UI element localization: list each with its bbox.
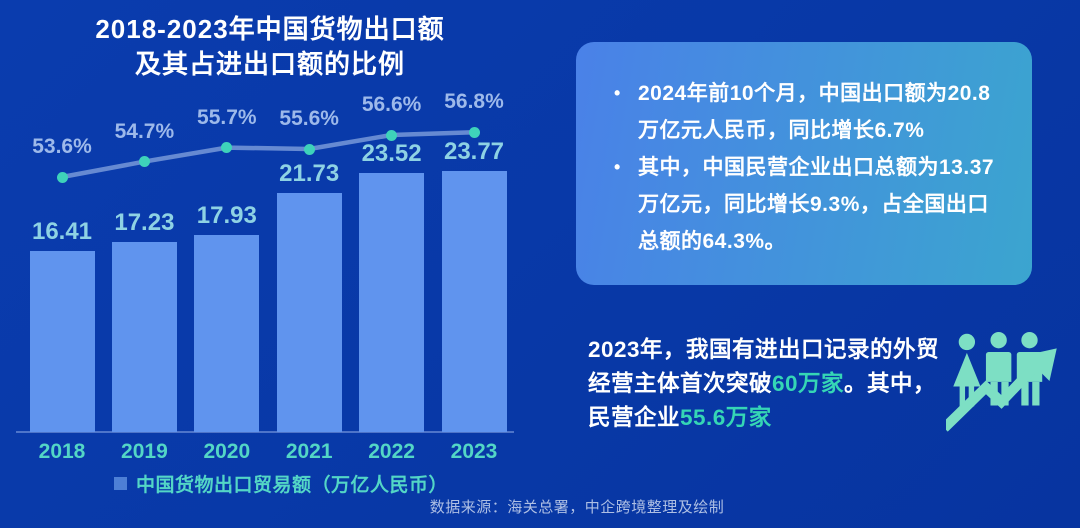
bar-value-label-2021: 21.73: [279, 159, 340, 187]
bar-value-label-2020: 17.93: [196, 201, 257, 229]
ratio-line: [59, 129, 477, 180]
highlight-text-block: 2023年，我国有进出口记录的外贸 经营主体首次突破60万家。其中， 民营企业55.…: [588, 333, 958, 435]
legend-square-marker: [114, 477, 127, 490]
highlight-line-1: 2023年，我国有进出口记录的外贸: [588, 333, 958, 367]
highlight-text: 。其中，: [844, 371, 937, 396]
ratio-label-2020: 55.7%: [197, 105, 257, 129]
line-point-2023: [468, 126, 480, 138]
ratio-label-2023: 56.8%: [444, 90, 504, 114]
highlight-stat: 55.6万家: [680, 405, 772, 430]
bar-value-label-2018: 16.41: [31, 218, 93, 246]
highlight-stat: 60万家: [772, 371, 845, 396]
highlight-text: 民营企业: [588, 405, 681, 430]
legend-label: 中国货物出口贸易额（万亿人民币）: [136, 475, 449, 496]
highlight-line-3: 民营企业55.6万家: [588, 401, 958, 435]
x-tick-2018: 2018: [38, 440, 86, 463]
ratio-label-2018: 53.6%: [32, 135, 92, 158]
highlight-text: 2023年，我国有进出口记录的外贸: [588, 337, 940, 362]
bar-2018: [29, 251, 95, 432]
line-point-2019: [138, 156, 150, 168]
bar-2023: [441, 170, 507, 432]
bar-2021: [276, 192, 342, 432]
x-axis-line: [16, 431, 514, 433]
chart-section: 2018-2023年中国货物出口额 及其占进出口额的比例 16.41 53.6% 2…: [0, 12, 540, 497]
ratio-label-2021: 55.6%: [279, 107, 339, 130]
highlight-line-2: 经营主体首次突破60万家。其中，: [588, 367, 958, 401]
chart-title: 2018-2023年中国货物出口额 及其占进出口额的比例: [0, 12, 540, 82]
chart-title-line2: 及其占进出口额的比例: [134, 49, 405, 79]
line-point-2018: [56, 171, 68, 183]
line-point-2020: [221, 142, 233, 154]
x-tick-2019: 2019: [121, 440, 168, 463]
info-bullet-2: 其中，中国民营企业出口总额为13.37万亿元，同比增长9.3%，占全国出口总额的…: [610, 149, 1002, 260]
line-point-2021: [303, 143, 315, 155]
x-tick-2021: 2021: [285, 440, 333, 463]
info-bullet-list: 2024年前10个月，中国出口额为20.8万亿元人民币，同比增长6.7%其中，中…: [610, 75, 1002, 260]
bar-2022: [359, 173, 425, 432]
highlight-text: 经营主体首次突破: [588, 371, 773, 396]
x-tick-2020: 2020: [203, 440, 251, 463]
ratio-label-2019: 54.7%: [114, 119, 175, 143]
bar-value-label-2019: 17.23: [114, 209, 175, 237]
info-bullet-1: 2024年前10个月，中国出口额为20.8万亿元人民币，同比增长6.7%: [610, 75, 1002, 149]
line-point-2022: [386, 129, 398, 141]
people-growth-arrow-icon: [940, 330, 1064, 432]
ratio-label-2022: 56.6%: [361, 93, 422, 116]
bar-value-label-2022: 23.52: [361, 140, 422, 168]
bar-2019: [111, 242, 177, 432]
chart-plot-area: 16.41 53.6% 2018 17.23 54.7% 2019 17.93 55.7% 20…: [16, 90, 514, 463]
chart-title-line1: 2018-2023年中国货物出口额: [95, 14, 445, 44]
x-tick-2022: 2022: [368, 440, 415, 463]
bar-value-label-2023: 23.77: [443, 137, 505, 165]
x-tick-2023: 2023: [450, 440, 498, 463]
bar-2020: [194, 234, 260, 432]
info-box: 2024年前10个月，中国出口额为20.8万亿元人民币，同比增长6.7%其中，中…: [576, 42, 1032, 285]
chart-legend: 中国货物出口贸易额（万亿人民币）: [114, 470, 448, 497]
data-source-note: 数据来源：海关总署，中企跨境整理及绘制: [429, 499, 725, 516]
